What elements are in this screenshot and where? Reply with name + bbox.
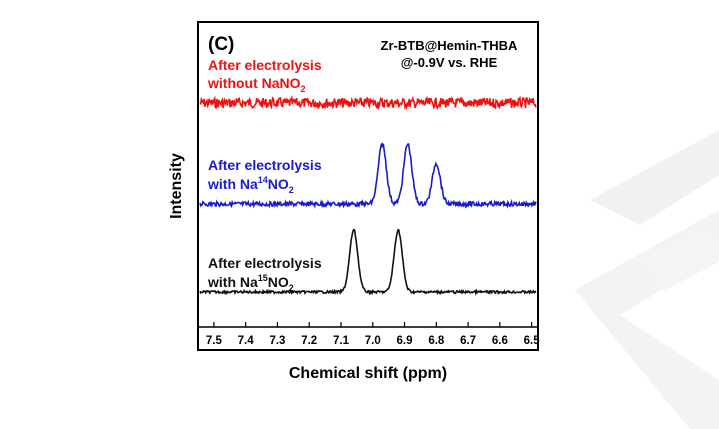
series-label-blue-pre: with Na xyxy=(207,176,258,192)
series-label-blue-sup: 14 xyxy=(258,175,268,185)
series-label-red-line1: After electrolysis xyxy=(208,57,322,73)
x-tick-label: 7.5 xyxy=(206,335,223,347)
x-tick-label: 6.9 xyxy=(397,335,413,347)
x-axis-label: Chemical shift (ppm) xyxy=(289,365,447,382)
series-label-black-sub: 2 xyxy=(289,283,294,293)
x-tick-label: 6.6 xyxy=(492,335,508,347)
series-label-blue: After electrolysis with Na14NO2 xyxy=(207,157,322,195)
series-label-red-sub: 2 xyxy=(301,84,306,94)
series-trace-2 xyxy=(199,228,537,297)
annotation-line1: Zr-BTB@Hemin-THBA xyxy=(381,38,518,53)
x-tick-label: 7.2 xyxy=(301,335,317,347)
series-trace-0 xyxy=(199,94,537,111)
series-label-blue-line2: with Na14NO2 xyxy=(207,175,294,195)
series-label-black: After electrolysis with Na15NO2 xyxy=(207,255,322,293)
x-tick-label: 7.4 xyxy=(238,335,255,347)
x-tick-label: 7.1 xyxy=(333,335,350,347)
series-trace-1 xyxy=(199,142,537,210)
series-label-red-pre: without NaNO xyxy=(207,75,301,91)
series-label-black-pre: with Na xyxy=(207,274,258,290)
series-label-black-line2: with Na15NO2 xyxy=(207,273,294,293)
series-label-red: After electrolysis without NaNO2 xyxy=(207,57,322,94)
x-tick-label: 6.8 xyxy=(428,335,445,347)
x-tick-label: 6.7 xyxy=(460,335,476,347)
y-axis-label: Intensity xyxy=(168,153,185,219)
x-axis-ticks: 7.5 7.4 7.3 7.2 7.1 7.0 6.9 6.8 6.7 6.6 6.5 xyxy=(206,322,540,347)
series-label-blue-mid: NO xyxy=(268,176,289,192)
series-group xyxy=(199,94,537,297)
series-label-black-mid: NO xyxy=(268,274,289,290)
series-label-red-line2: without NaNO2 xyxy=(207,75,306,94)
x-tick-label: 6.5 xyxy=(524,335,541,347)
series-label-black-sup: 15 xyxy=(258,273,268,283)
series-label-blue-sub: 2 xyxy=(289,185,294,195)
x-tick-label: 7.0 xyxy=(365,335,381,347)
plot-frame xyxy=(197,21,539,351)
series-label-blue-line1: After electrolysis xyxy=(208,157,322,173)
series-label-black-line1: After electrolysis xyxy=(208,255,322,271)
annotation-line2: @-0.9V vs. RHE xyxy=(401,55,498,70)
panel-label: (C) xyxy=(208,34,234,55)
x-tick-label: 7.3 xyxy=(269,335,285,347)
